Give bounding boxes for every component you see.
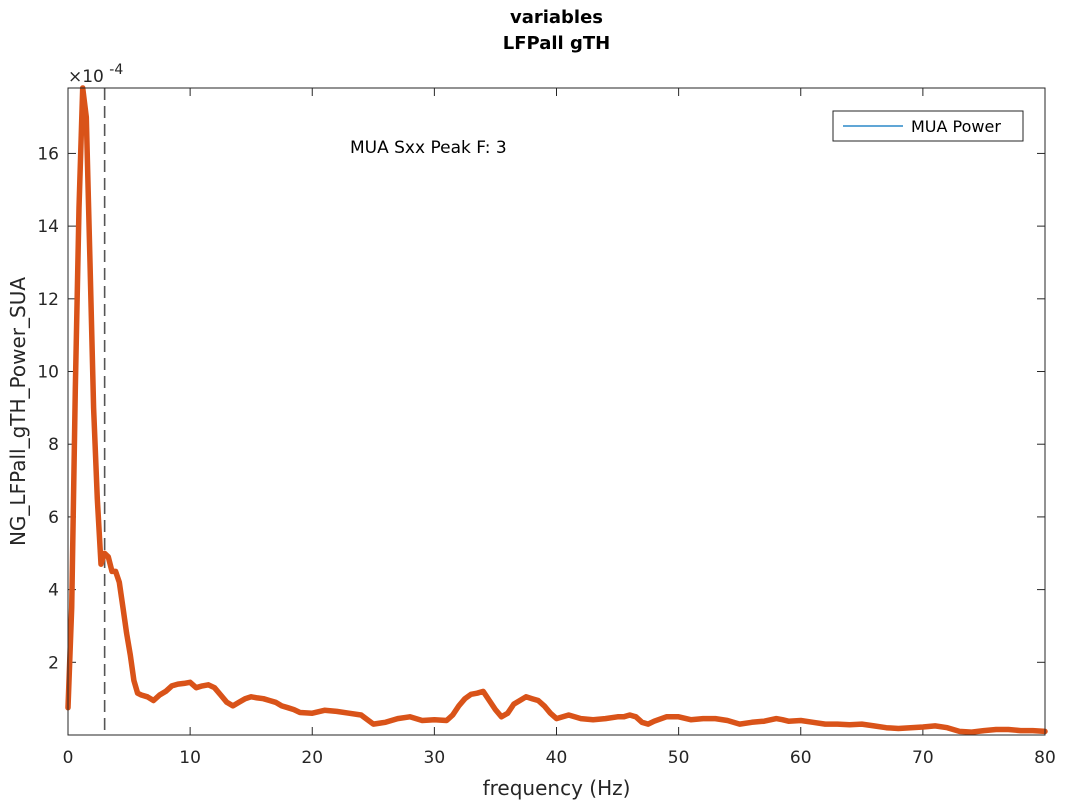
- y-axis-label: NG_LFPall_gTH_Power_SUA: [6, 277, 30, 546]
- x-tick-label: 30: [424, 748, 446, 768]
- y-tick-label: 6: [48, 508, 59, 528]
- x-tick-label: 0: [63, 748, 74, 768]
- ticks-layer: 0 10 20 30 40 50 60 70 80 2 4 6 8 10 12 14 16: [37, 88, 1056, 768]
- plot-area: [68, 88, 1045, 735]
- chart-title-line-2: LFPall gTH: [503, 33, 610, 54]
- y-tick-label: 4: [48, 581, 59, 601]
- y-axis-exponent-power: -4: [109, 62, 123, 78]
- x-axis-label: frequency (Hz): [483, 776, 631, 800]
- y-tick-label: 16: [37, 144, 59, 164]
- x-tick-label: 80: [1034, 748, 1056, 768]
- x-tick-label: 10: [179, 748, 201, 768]
- x-tick-label: 70: [912, 748, 934, 768]
- y-tick-label: 14: [37, 217, 59, 237]
- y-tick-label: 10: [37, 363, 59, 383]
- y-tick-label: 8: [48, 435, 59, 455]
- y-axis-exponent: ×10 -4: [68, 62, 123, 87]
- y-tick-label: 12: [37, 290, 59, 310]
- legend: MUA Power: [832, 110, 1024, 142]
- peak-annotation: MUA Sxx Peak F: 3: [350, 138, 507, 158]
- plot-frame: [67, 87, 1046, 736]
- x-tick-label: 50: [668, 748, 690, 768]
- x-tick-label: 40: [546, 748, 568, 768]
- y-tick-label: 2: [48, 653, 59, 673]
- series-line-0: [65, 85, 1048, 735]
- legend-entry-label: MUA Power: [911, 117, 1001, 136]
- y-axis-exponent-base: ×10: [68, 67, 104, 87]
- x-tick-label: 60: [790, 748, 812, 768]
- series-layer: [65, 85, 1048, 735]
- x-tick-label: 20: [301, 748, 323, 768]
- chart-title-line-1: variables: [510, 7, 603, 28]
